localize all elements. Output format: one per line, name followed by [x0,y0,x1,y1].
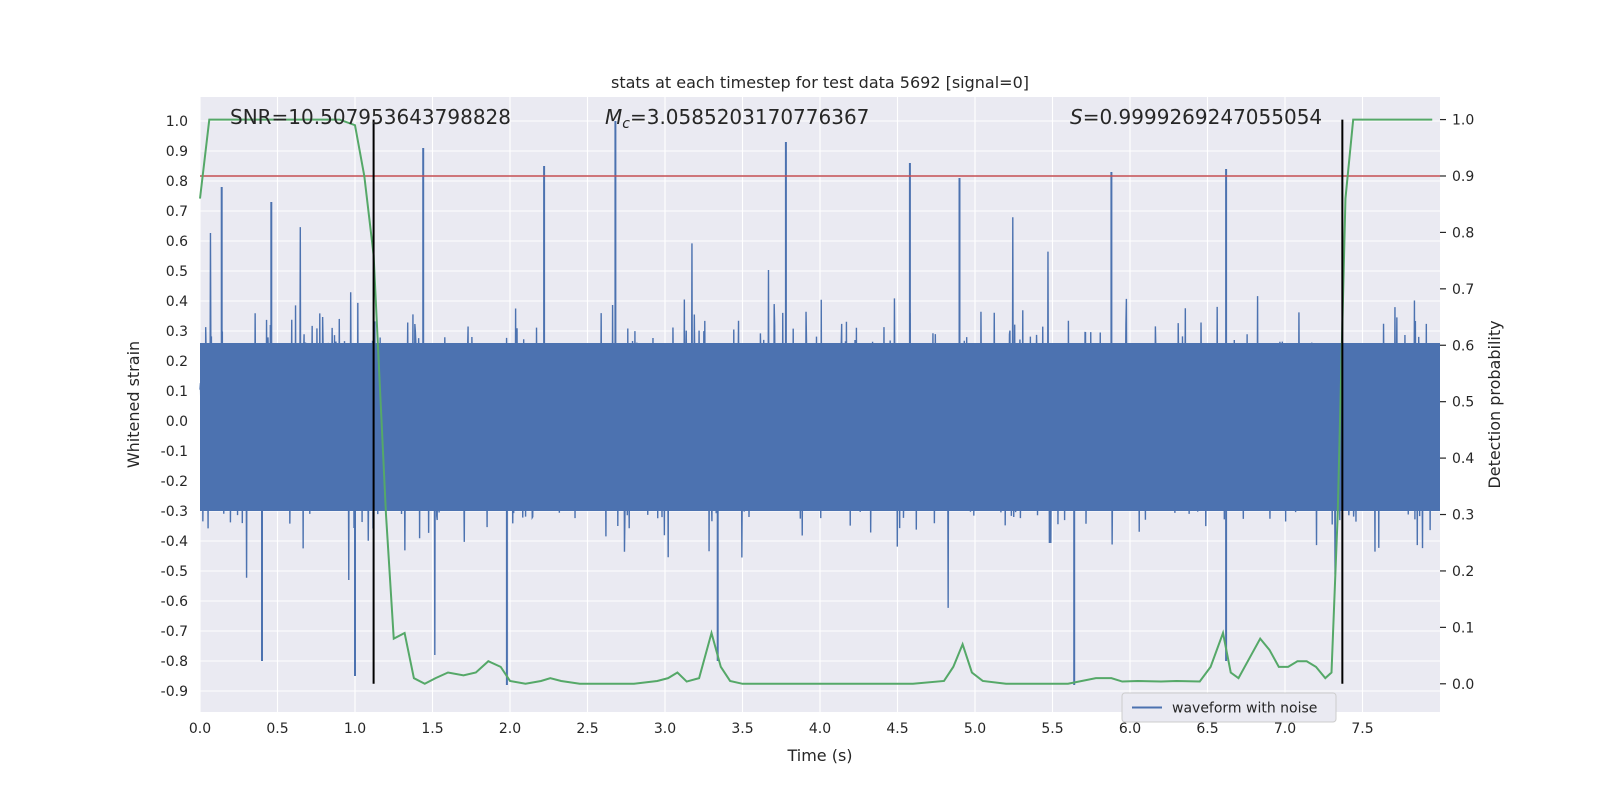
y-tick-label-right: 0.0 [1452,677,1474,693]
x-tick-label: 5.5 [1041,721,1063,737]
y-tick-label-left: -0.7 [161,624,188,640]
y-tick-label-left: 0.5 [166,264,188,280]
y-axis-label-left: Whitened strain [124,341,143,468]
y-tick-label-right: 0.9 [1452,169,1474,185]
mc-symbol: M [605,105,622,129]
x-tick-label: 2.0 [499,721,521,737]
probability-line [199,118,1433,685]
x-tick-label: 5.0 [964,721,986,737]
y-tick-label-right: 0.1 [1452,620,1474,636]
y-tick-label-left: 0.7 [166,204,188,220]
y-tick-label-left: 0.4 [166,294,188,310]
x-tick-label: 0.0 [189,721,211,737]
x-tick-label: 4.0 [809,721,831,737]
x-tick-label: 7.0 [1274,721,1296,737]
y-tick-label-left: -0.6 [161,594,188,610]
y-tick-label-left: -0.5 [161,564,188,580]
x-tick-label: 6.5 [1196,721,1218,737]
x-tick-label: 1.0 [344,721,366,737]
y-tick-label-left: -0.3 [161,504,188,520]
x-tick-label: 0.5 [266,721,288,737]
axes: 0.0 0.5 1.0 1.5 2.0 2.5 3.0 3.5 4.0 4.5 5.0 5.5 6.0 6… [161,113,1475,737]
x-tick-label: 7.5 [1351,721,1373,737]
chart-title: stats at each timestep for test data 569… [611,73,1029,92]
snr-annotation: SNR=10.507953643798828 [230,105,511,129]
legend-box [1121,692,1337,723]
y-tick-label-left: 0.2 [166,354,188,370]
strain-series [199,121,1440,685]
legend-label: waveform with noise [1172,701,1317,717]
y-tick-label-left: 0.9 [166,144,188,160]
y-tick-label-right: 0.4 [1452,451,1474,467]
y-tick-label-right: 0.6 [1452,338,1474,354]
x-tick-label: 4.5 [886,721,908,737]
y-tick-label-left: 0.6 [166,234,188,250]
s-symbol: S [1070,105,1083,129]
y-tick-label-left: -0.4 [161,534,188,550]
y-tick-label-right: 0.3 [1452,508,1474,524]
s-value: =0.9999269247055054 [1083,105,1322,129]
x-tick-label: 1.5 [421,721,443,737]
y-tick-label-right: 1.0 [1452,113,1474,129]
y-tick-label-right: 0.8 [1452,225,1474,241]
y-tick-label-left: 0.8 [166,174,188,190]
y-tick-label-left: 0.3 [166,324,188,340]
x-axis-label: Time (s) [786,746,852,765]
y-tick-label-left: -0.8 [161,654,188,670]
y-tick-label-left: -0.1 [161,444,188,460]
y-tick-label-left: 0.1 [166,384,188,400]
y-axis-label-right: Detection probability [1485,320,1504,488]
legend: waveform with noise [1121,692,1337,723]
y-tick-label-right: 0.7 [1452,282,1474,298]
x-tick-label: 6.0 [1119,721,1141,737]
mc-value: =3.0585203170776367 [630,105,869,129]
y-tick-label-left: 0.0 [166,414,188,430]
x-tick-label: 2.5 [576,721,598,737]
y-tick-label-left: 1.0 [166,114,188,130]
x-tick-label: 3.5 [731,721,753,737]
overlays [199,118,1440,685]
strain-core-band [200,343,1440,511]
y-tick-label-left: -0.2 [161,474,188,490]
y-tick-label-left: -0.9 [161,684,188,700]
mc-subscript: c [622,116,630,132]
chirp-mass-annotation: Mc=3.0585203170776367 [605,105,869,132]
x-tick-label: 3.0 [654,721,676,737]
y-tick-label-right: 0.2 [1452,564,1474,580]
y-tick-label-right: 0.5 [1452,395,1474,411]
s-annotation: S=0.9999269247055054 [1070,105,1322,129]
